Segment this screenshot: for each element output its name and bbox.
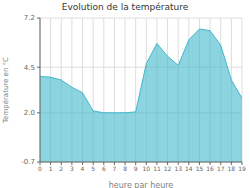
svg-text:12: 12 — [164, 165, 172, 172]
svg-text:14: 14 — [185, 165, 193, 172]
svg-text:6: 6 — [102, 165, 106, 172]
svg-text:1: 1 — [49, 165, 53, 172]
svg-text:Température en °C: Température en °C — [8, 57, 10, 124]
svg-text:7: 7 — [113, 165, 117, 172]
svg-text:15: 15 — [196, 165, 204, 172]
svg-text:-0.7: -0.7 — [21, 158, 35, 166]
svg-text:10: 10 — [142, 165, 150, 172]
html-text:Evolution de la température: Evolution de la température — [61, 2, 189, 12]
svg-text:5: 5 — [91, 165, 95, 172]
svg-text:8: 8 — [123, 165, 127, 172]
svg-text:16: 16 — [206, 165, 214, 172]
svg-text:13: 13 — [174, 165, 182, 172]
svg-text:2: 2 — [59, 165, 63, 172]
svg-text:17: 17 — [217, 165, 225, 172]
svg-text:7.2: 7.2 — [24, 14, 35, 22]
svg-text:4: 4 — [81, 165, 85, 172]
svg-text:9: 9 — [134, 165, 138, 172]
svg-text:heure par heure: heure par heure — [109, 181, 174, 188]
svg-text:2.0: 2.0 — [24, 109, 35, 117]
svg-text:11: 11 — [153, 165, 161, 172]
svg-text:4.5: 4.5 — [24, 64, 35, 72]
svg-text:0: 0 — [38, 165, 42, 172]
svg-text:3: 3 — [70, 165, 74, 172]
svg-text:18: 18 — [228, 165, 236, 172]
svg-text:19: 19 — [238, 165, 242, 172]
